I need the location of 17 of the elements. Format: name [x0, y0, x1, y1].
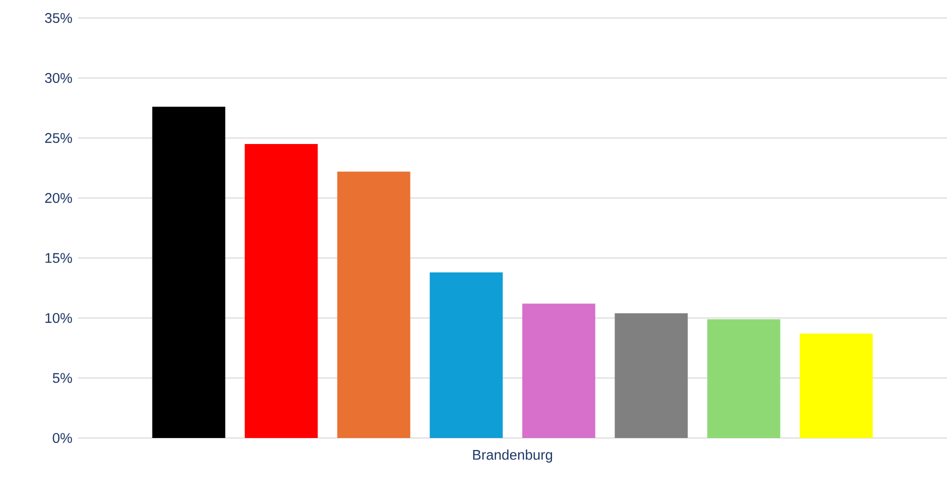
bar [337, 172, 410, 438]
y-tick-label: 5% [52, 373, 72, 383]
y-tick-label: 35% [44, 13, 72, 23]
bar [522, 304, 596, 438]
x-tick-label: Brandenburg [473, 450, 552, 463]
y-tick-label: 0% [52, 433, 72, 443]
y-tick-label: 30% [44, 73, 72, 83]
bar [152, 106, 226, 438]
bar [800, 334, 873, 438]
bar [707, 319, 780, 438]
bar [614, 313, 688, 438]
y-tick-label: 10% [46, 313, 72, 323]
bar [244, 144, 318, 438]
bar [430, 272, 503, 438]
y-tick-label: 25% [45, 133, 72, 143]
y-tick-label: 15% [46, 253, 72, 263]
y-tick-label: 20% [45, 193, 72, 203]
